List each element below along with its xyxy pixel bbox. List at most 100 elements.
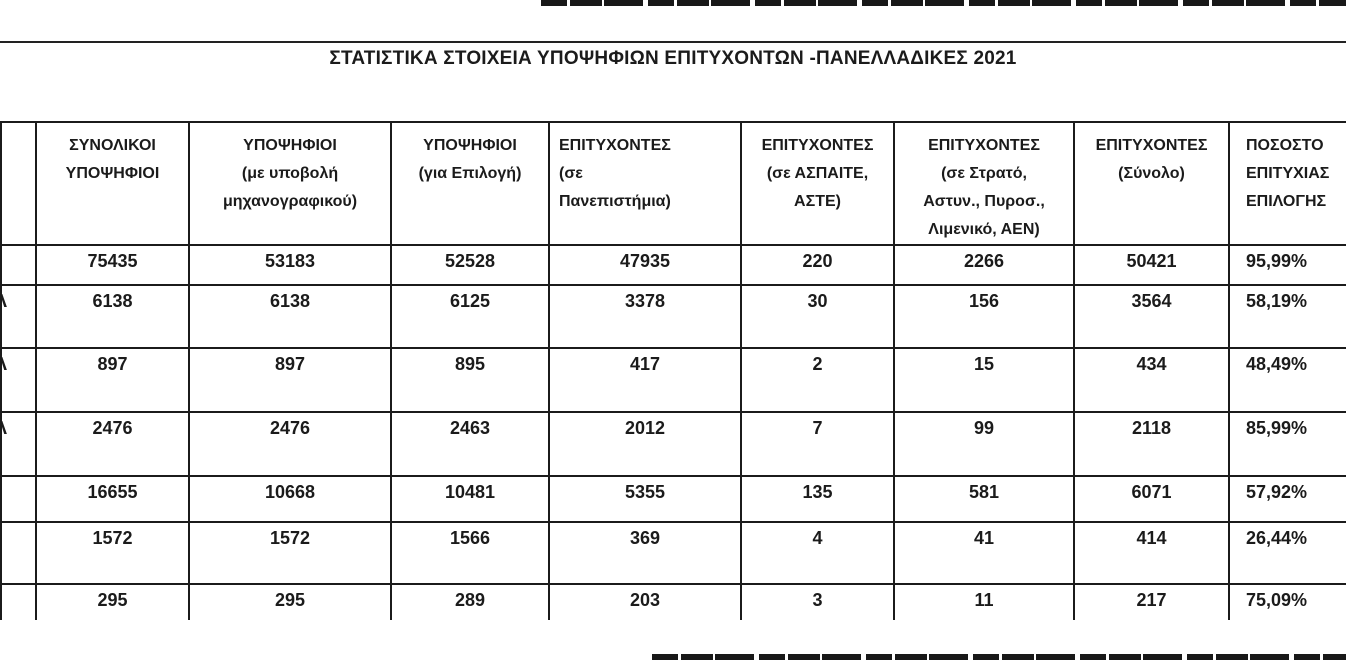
cell-success-rate: 26,44%: [1228, 521, 1346, 585]
header-line: μηχανογραφικού): [222, 193, 358, 210]
cell-universities: 2012: [548, 411, 742, 477]
cell-universities: 417: [548, 347, 742, 413]
cell-total: 16655: [35, 475, 190, 523]
cell-aspaite: 3: [740, 583, 895, 620]
row-category: [0, 244, 37, 286]
cell-submitted: 6138: [188, 284, 392, 349]
cell-military: 581: [893, 475, 1075, 523]
table-row: 75435 53183 52528 47935 220 2266 50421 9…: [0, 244, 1346, 286]
cell-aspaite: 220: [740, 244, 895, 286]
cell-succeeded-total: 50421: [1073, 244, 1230, 286]
cell-military: 41: [893, 521, 1075, 585]
header-line: (με υποβολή: [241, 165, 339, 182]
table-row: 1572 1572 1566 369 4 41 414 26,44%: [0, 521, 1346, 585]
cell-total: 75435: [35, 244, 190, 286]
column-header-success-rate: ΠΟΣΟΣΤΟ ΕΠΙΤΥΧΙΑΣ ΕΠΙΛΟΓΗΣ: [1228, 121, 1346, 246]
row-category: Λ: [0, 347, 37, 413]
cell-succeeded-total: 217: [1073, 583, 1230, 620]
cell-succeeded-total: 414: [1073, 521, 1230, 585]
row-category: [0, 475, 37, 523]
column-header-candidates-selection: ΥΠΟΨΗΦΙΟΙ (για Επιλογή): [390, 121, 550, 246]
header-line: ΕΠΙΤΥΧΟΝΤΕΣ: [928, 137, 1040, 154]
cell-aspaite: 135: [740, 475, 895, 523]
cell-total: 2476: [35, 411, 190, 477]
header-line: (σε: [559, 165, 583, 182]
table-row: Λ 2476 2476 2463 2012 7 99 2118 85,99%: [0, 411, 1346, 477]
cell-selection: 895: [390, 347, 550, 413]
cell-military: 156: [893, 284, 1075, 349]
cell-total: 897: [35, 347, 190, 413]
row-category: [0, 521, 37, 585]
cell-selection: 10481: [390, 475, 550, 523]
cell-aspaite: 2: [740, 347, 895, 413]
cell-military: 11: [893, 583, 1075, 620]
cell-submitted: 53183: [188, 244, 392, 286]
header-line: ΕΠΙΤΥΧΟΝΤΕΣ: [761, 137, 874, 154]
header-line: (Σύνολο): [1118, 165, 1185, 182]
page-title: ΣΤΑΤΙΣΤΙΚΑ ΣΤΟΙΧΕΙΑ ΥΠΟΨΗΦΙΩΝ ΕΠΙΤΥΧΟΝΤΩ…: [329, 48, 1017, 69]
cell-submitted: 897: [188, 347, 392, 413]
row-category: [0, 583, 37, 620]
statistics-table: ΣΥΝΟΛΙΚΟΙ ΥΠΟΨΗΦΙΟΙ ΥΠΟΨΗΦΙΟΙ (με υποβολ…: [0, 121, 1346, 620]
cell-selection: 6125: [390, 284, 550, 349]
header-line: ΑΣΤΕ): [794, 193, 841, 210]
statistics-table-container: ΣΥΝΟΛΙΚΟΙ ΥΠΟΨΗΦΙΟΙ ΥΠΟΨΗΦΙΟΙ (με υποβολ…: [0, 121, 1346, 620]
header-line: Λιμενικό, ΑΕΝ): [928, 221, 1040, 238]
header-line: ΥΠΟΨΗΦΙΟΙ: [65, 165, 160, 182]
cropped-text-artifact-bottom: [652, 654, 1346, 660]
cell-submitted: 1572: [188, 521, 392, 585]
cell-aspaite: 7: [740, 411, 895, 477]
cell-selection: 289: [390, 583, 550, 620]
cell-success-rate: 75,09%: [1228, 583, 1346, 620]
header-line: Πανεπιστήμια): [559, 193, 671, 210]
header-line: ΥΠΟΨΗΦΙΟΙ: [423, 137, 517, 154]
cell-selection: 1566: [390, 521, 550, 585]
cell-military: 15: [893, 347, 1075, 413]
header-line: ΕΠΙΛΟΓΗΣ: [1246, 193, 1327, 210]
header-line: (για Επιλογή): [418, 165, 522, 182]
column-header-category: [0, 121, 37, 246]
header-line: (σε Στρατό,: [941, 165, 1027, 182]
table-row: 295 295 289 203 3 11 217 75,09%: [0, 583, 1346, 620]
cell-universities: 203: [548, 583, 742, 620]
cell-success-rate: 85,99%: [1228, 411, 1346, 477]
header-row: ΣΥΝΟΛΙΚΟΙ ΥΠΟΨΗΦΙΟΙ ΥΠΟΨΗΦΙΟΙ (με υποβολ…: [0, 121, 1346, 246]
cell-aspaite: 30: [740, 284, 895, 349]
cell-universities: 5355: [548, 475, 742, 523]
cell-success-rate: 57,92%: [1228, 475, 1346, 523]
header-line: ΣΥΝΟΛΙΚΟΙ: [69, 137, 156, 154]
cell-submitted: 2476: [188, 411, 392, 477]
header-line: ΕΠΙΤΥΧΙΑΣ: [1246, 165, 1330, 182]
horizontal-rule: [0, 41, 1346, 43]
cell-total: 6138: [35, 284, 190, 349]
table-row: Λ 6138 6138 6125 3378 30 156 3564 58,19%: [0, 284, 1346, 349]
cell-succeeded-total: 6071: [1073, 475, 1230, 523]
cell-total: 295: [35, 583, 190, 620]
cell-submitted: 295: [188, 583, 392, 620]
cell-aspaite: 4: [740, 521, 895, 585]
header-line: (σε ΑΣΠΑΙΤΕ,: [766, 165, 869, 182]
table-row: Λ 897 897 895 417 2 15 434 48,49%: [0, 347, 1346, 413]
cell-succeeded-total: 3564: [1073, 284, 1230, 349]
cell-selection: 52528: [390, 244, 550, 286]
column-header-candidates-submitted: ΥΠΟΨΗΦΙΟΙ (με υποβολή μηχανογραφικού): [188, 121, 392, 246]
row-category: Λ: [0, 411, 37, 477]
column-header-total-candidates: ΣΥΝΟΛΙΚΟΙ ΥΠΟΨΗΦΙΟΙ: [35, 121, 190, 246]
column-header-succeeded-universities: ΕΠΙΤΥΧΟΝΤΕΣ (σε Πανεπιστήμια): [548, 121, 742, 246]
cell-universities: 47935: [548, 244, 742, 286]
cell-success-rate: 58,19%: [1228, 284, 1346, 349]
header-line: ΕΠΙΤΥΧΟΝΤΕΣ: [559, 137, 671, 154]
cell-submitted: 10668: [188, 475, 392, 523]
cell-military: 99: [893, 411, 1075, 477]
cell-military: 2266: [893, 244, 1075, 286]
table-row: 16655 10668 10481 5355 135 581 6071 57,9…: [0, 475, 1346, 523]
cell-universities: 3378: [548, 284, 742, 349]
header-line: ΥΠΟΨΗΦΙΟΙ: [243, 137, 337, 154]
cell-succeeded-total: 2118: [1073, 411, 1230, 477]
header-line: ΠΟΣΟΣΤΟ: [1246, 137, 1324, 154]
header-line: ΕΠΙΤΥΧΟΝΤΕΣ: [1095, 137, 1208, 154]
cropped-text-artifact-top: [541, 0, 1346, 6]
cell-selection: 2463: [390, 411, 550, 477]
cell-total: 1572: [35, 521, 190, 585]
